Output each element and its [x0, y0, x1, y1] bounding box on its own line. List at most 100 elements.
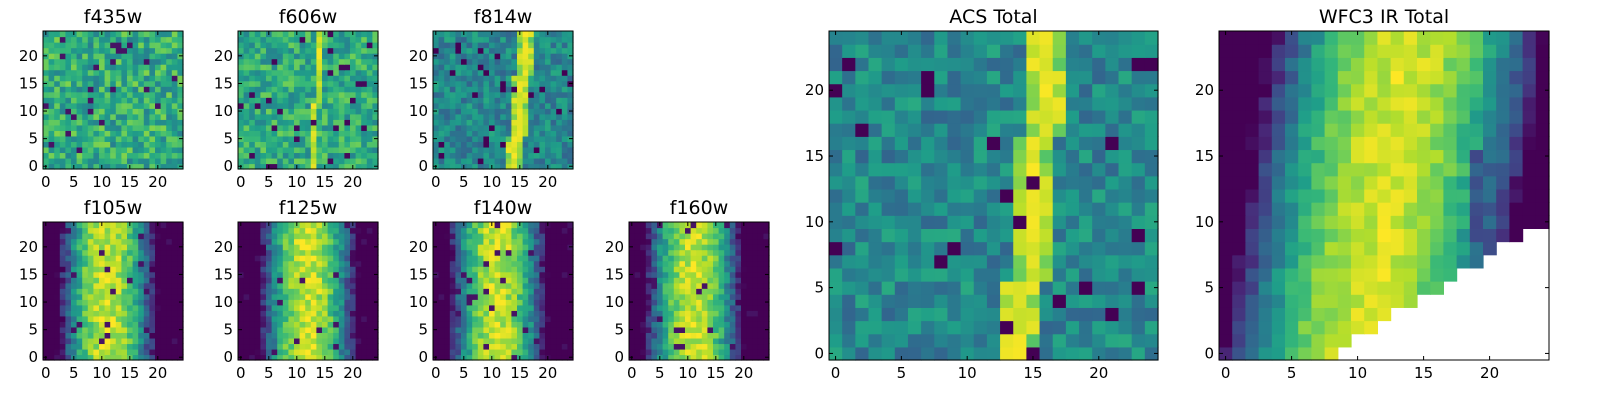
- x-tick-label: 5: [459, 173, 469, 191]
- heatmap-cell: [449, 80, 456, 87]
- heatmap-cell: [294, 108, 301, 115]
- heatmap-cell: [93, 86, 100, 93]
- heatmap-cell: [550, 108, 557, 115]
- heatmap-cell: [894, 228, 909, 243]
- heatmap-cell: [634, 233, 641, 240]
- heatmap-cell: [294, 293, 301, 300]
- heatmap-cell: [500, 97, 507, 104]
- heatmap-cell: [829, 294, 843, 308]
- heatmap-cell: [344, 102, 351, 109]
- heatmap-cell: [54, 31, 61, 38]
- heatmap-cell: [322, 326, 329, 333]
- heatmap-cell: [561, 42, 568, 49]
- heatmap-cell: [305, 31, 312, 38]
- heatmap-cell: [271, 157, 278, 165]
- heatmap-cell: [433, 97, 440, 104]
- heatmap-cell: [1039, 346, 1054, 361]
- heatmap-cell: [528, 102, 535, 109]
- heatmap-cell: [550, 47, 557, 54]
- heatmap-cell: [973, 241, 988, 256]
- heatmap-cell: [947, 281, 962, 295]
- heatmap-cell: [249, 288, 256, 295]
- heatmap-cell: [461, 141, 468, 148]
- heatmap-cell: [110, 157, 117, 165]
- heatmap-cell: [149, 238, 156, 245]
- heatmap-cell: [93, 64, 100, 71]
- heatmap-cell: [59, 282, 66, 289]
- heatmap-cell: [973, 254, 988, 269]
- heatmap-cell: [305, 91, 312, 98]
- heatmap-cell: [93, 326, 100, 333]
- heatmap-cell: [249, 113, 256, 120]
- heatmap-cell: [746, 244, 753, 251]
- heatmap-cell: [528, 36, 535, 43]
- heatmap-cell: [76, 141, 83, 148]
- heatmap-cell: [528, 282, 535, 289]
- heatmap-cell: [921, 149, 935, 164]
- heatmap-cell: [249, 97, 256, 104]
- heatmap-cell: [511, 238, 518, 245]
- heatmap-cell: [277, 315, 284, 322]
- heatmap-cell: [550, 91, 557, 98]
- heatmap-cell: [472, 135, 479, 142]
- heatmap-cell: [696, 343, 703, 350]
- heatmap-cell: [855, 215, 870, 229]
- heatmap-cell: [634, 260, 641, 267]
- heatmap-cell: [561, 91, 568, 98]
- heatmap-cell: [110, 130, 117, 137]
- heatmap-cell: [763, 321, 770, 328]
- heatmap-cell: [741, 293, 748, 300]
- heatmap-cell: [160, 86, 167, 93]
- heatmap-cell: [43, 277, 50, 284]
- heatmap-cell: [505, 354, 512, 361]
- heatmap-cell: [338, 227, 345, 234]
- heatmap-cell: [43, 36, 50, 43]
- heatmap-cell: [254, 244, 261, 251]
- heatmap-cell: [282, 86, 289, 93]
- heatmap-cell: [921, 333, 935, 348]
- heatmap-cell: [752, 227, 759, 234]
- heatmap-cell: [87, 119, 94, 126]
- heatmap-cell: [121, 343, 128, 350]
- heatmap-cell: [449, 157, 456, 165]
- heatmap-cell: [1105, 307, 1120, 322]
- heatmap-cell: [155, 135, 162, 142]
- heatmap-cell: [254, 227, 261, 234]
- heatmap-cell: [355, 80, 362, 87]
- heatmap-cell: [511, 310, 518, 317]
- heatmap-cell: [372, 69, 379, 76]
- heatmap-cell: [127, 152, 134, 159]
- heatmap-cell: [288, 315, 295, 322]
- heatmap-cell: [65, 255, 72, 262]
- heatmap-cell: [171, 310, 178, 317]
- heatmap-cell: [87, 42, 94, 49]
- heatmap-cell: [338, 315, 345, 322]
- heatmap-cell: [842, 162, 856, 177]
- heatmap-cell: [249, 271, 256, 278]
- heatmap-cell: [947, 202, 962, 216]
- heatmap-cell: [132, 86, 139, 93]
- heatmap-cell: [104, 260, 111, 267]
- heatmap-cell: [243, 135, 250, 142]
- heatmap-cell: [539, 227, 546, 234]
- heatmap-cell: [121, 321, 128, 328]
- heatmap-cell: [696, 321, 703, 328]
- heatmap-cell: [82, 108, 89, 115]
- heatmap-cell: [567, 64, 574, 71]
- heatmap-cell: [668, 260, 675, 267]
- heatmap-cell: [277, 108, 284, 115]
- heatmap-cell: [1118, 307, 1133, 322]
- heatmap-cell: [455, 130, 462, 137]
- heatmap-cell: [494, 354, 501, 361]
- heatmap-cell: [690, 299, 697, 306]
- heatmap-cell: [729, 332, 736, 339]
- heatmap-cell: [282, 124, 289, 131]
- heatmap-cell: [868, 307, 883, 322]
- heatmap-cell: [668, 348, 675, 356]
- heatmap-cell: [494, 124, 501, 131]
- heatmap-cell: [696, 271, 703, 278]
- heatmap-cell: [466, 266, 473, 273]
- heatmap-cell: [166, 69, 173, 76]
- heatmap-cell: [104, 119, 111, 126]
- y-tick-label: 5: [418, 130, 428, 148]
